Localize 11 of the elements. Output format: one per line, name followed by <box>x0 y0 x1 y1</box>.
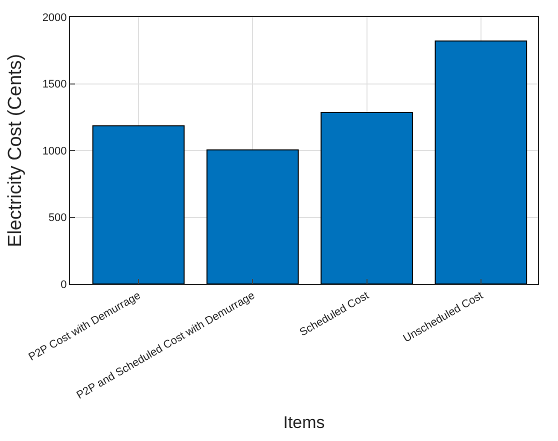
bar <box>320 112 413 284</box>
y-tick-label: 500 <box>48 212 67 224</box>
bar <box>92 125 185 284</box>
bar <box>206 149 299 284</box>
x-axis-title: Items <box>283 413 325 432</box>
y-tick-label: 0 <box>60 278 67 291</box>
y-tick-label: 1500 <box>42 78 67 91</box>
bar <box>434 40 528 284</box>
y-tick-label: 2000 <box>42 12 67 24</box>
y-tick-label: 1000 <box>42 145 67 158</box>
y-axis-title: Electricity Cost (Cents) <box>5 54 26 248</box>
